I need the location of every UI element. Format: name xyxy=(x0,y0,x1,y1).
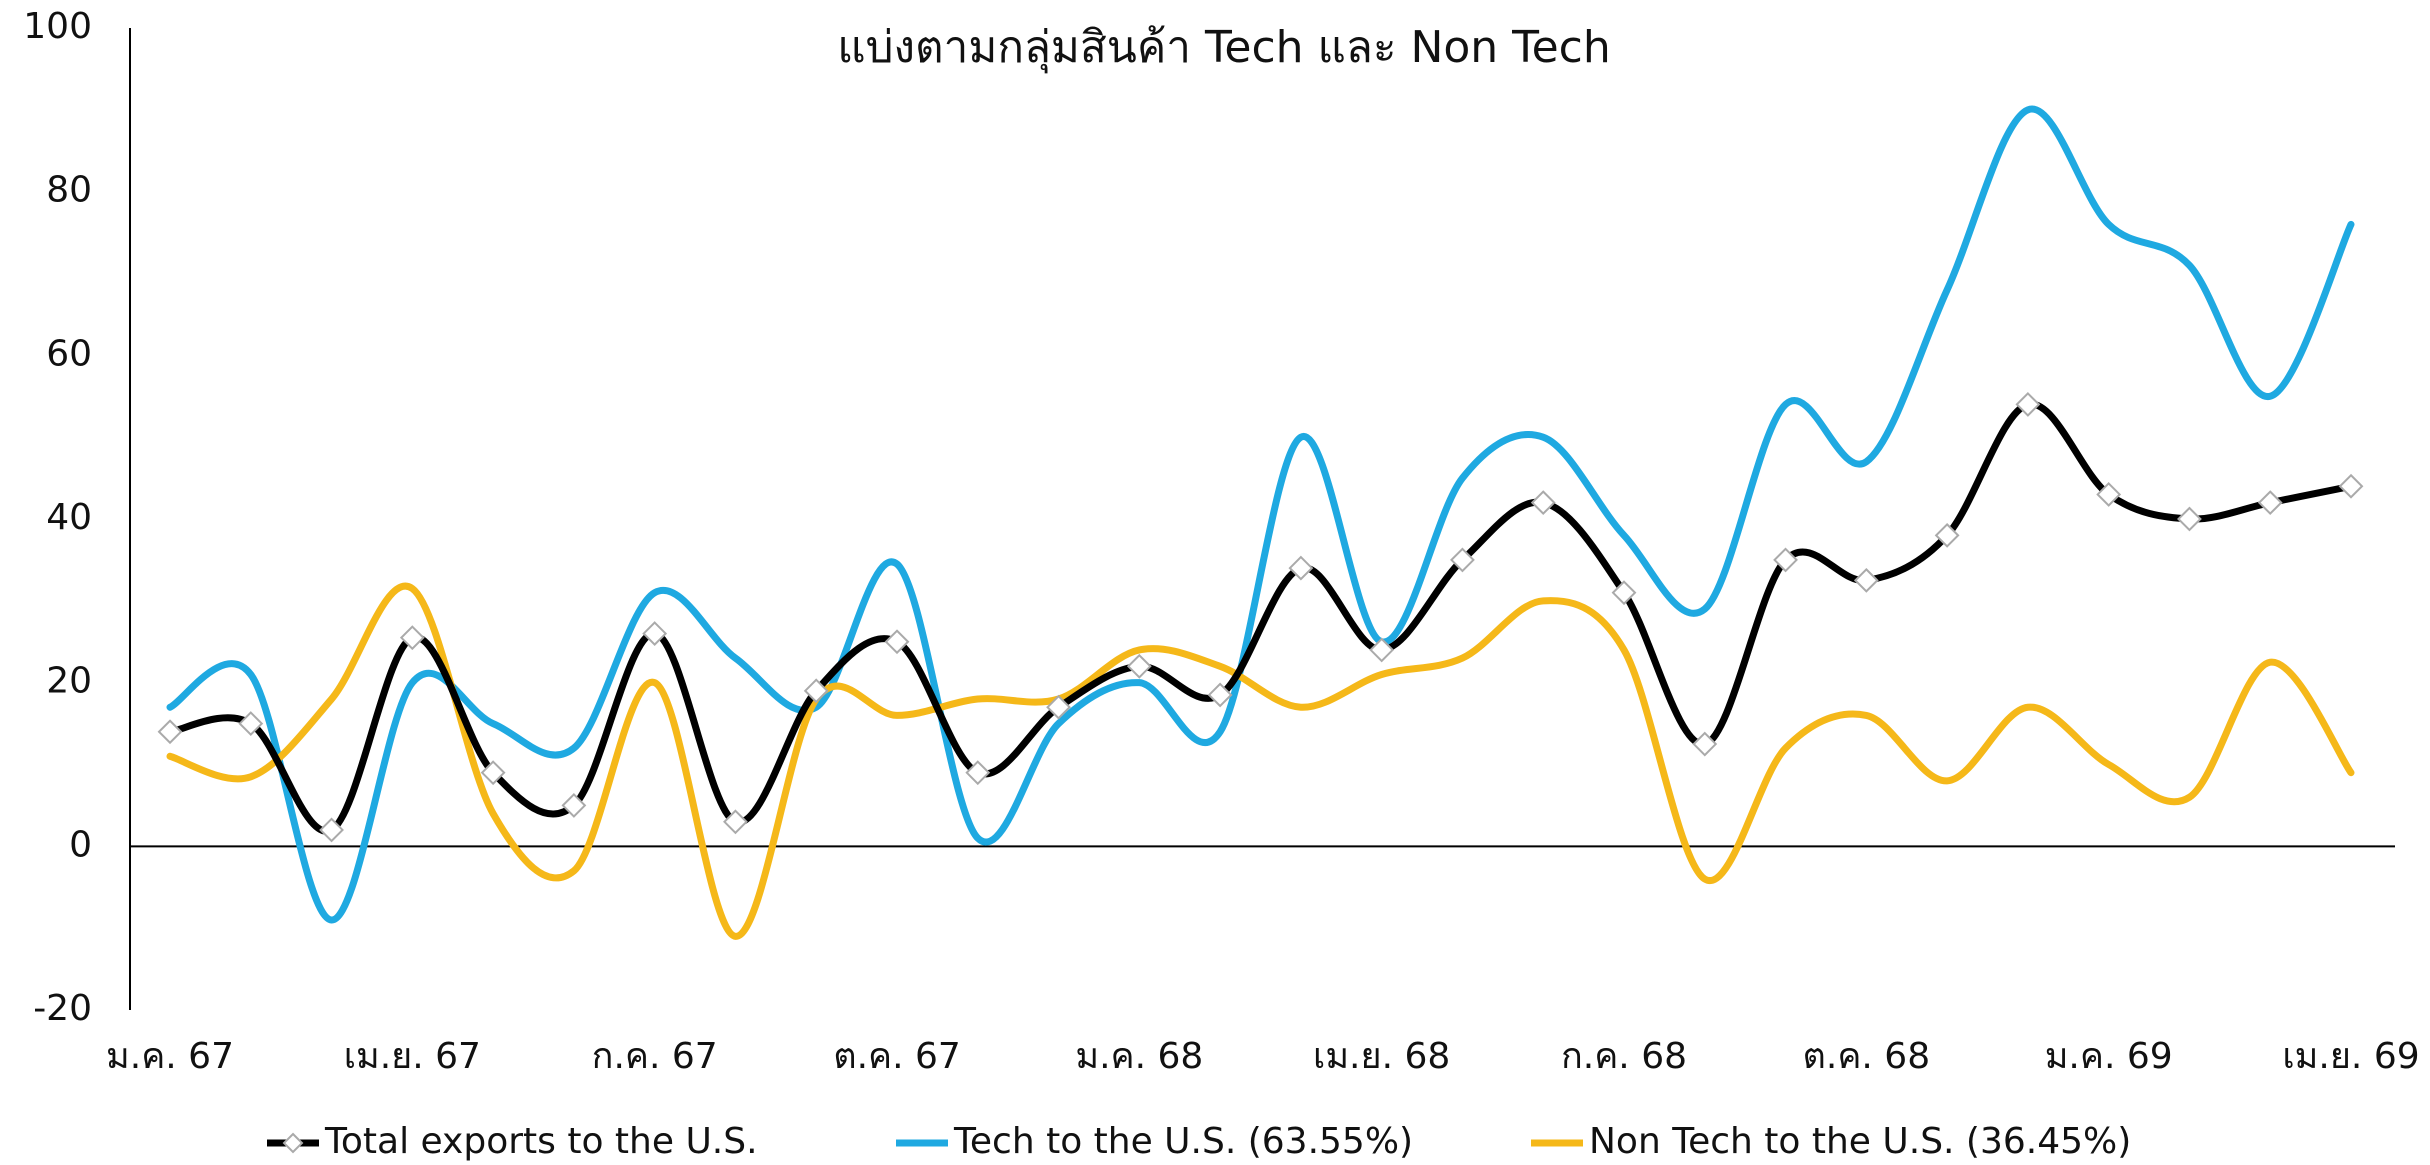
series-line xyxy=(166,105,2355,924)
data-point xyxy=(1853,567,1879,593)
data-point xyxy=(2096,482,2122,507)
x-tick-label: เม.ย. 67 xyxy=(344,1036,481,1077)
data-point xyxy=(1126,653,1152,679)
data-point xyxy=(723,809,748,835)
data-point xyxy=(319,817,344,843)
legend-label: Non Tech to the U.S. (36.45%) xyxy=(1589,1121,2131,1162)
y-tick-label: 100 xyxy=(23,6,92,47)
data-point xyxy=(1530,490,1556,516)
x-tick-label: ต.ค. 67 xyxy=(833,1036,961,1077)
data-point xyxy=(1288,555,1314,581)
x-tick-label: ม.ค. 68 xyxy=(1075,1036,1203,1077)
data-point xyxy=(480,760,506,786)
data-point xyxy=(803,678,829,704)
data-point xyxy=(2015,392,2041,417)
data-point xyxy=(965,760,991,786)
data-point xyxy=(399,625,425,651)
data-point xyxy=(1934,522,1960,548)
legend-label: Tech to the U.S. (63.55%) xyxy=(953,1121,1413,1162)
x-tick-label: ก.ค. 68 xyxy=(1561,1036,1687,1077)
data-point xyxy=(2338,473,2364,499)
x-tick-label: ต.ค. 68 xyxy=(1803,1036,1931,1077)
data-point xyxy=(2177,506,2202,532)
x-tick-label: ม.ค. 69 xyxy=(2045,1036,2173,1077)
y-tick-label: -20 xyxy=(33,988,92,1029)
data-point xyxy=(561,793,587,818)
data-point xyxy=(1773,547,1798,573)
data-point xyxy=(238,711,264,736)
legend-marker xyxy=(282,1132,304,1154)
data-point xyxy=(1369,637,1395,663)
y-tick-label: 0 xyxy=(69,824,92,865)
x-tick-label: เม.ย. 69 xyxy=(2282,1036,2419,1077)
y-tick-label: 40 xyxy=(46,497,92,538)
chart-title: แบ่งตามกลุ่มสินค้า Tech และ Non Tech xyxy=(837,22,1610,74)
data-point xyxy=(1692,731,1718,757)
series-line xyxy=(166,582,2355,940)
legend-label: Total exports to the U.S. xyxy=(324,1121,758,1162)
data-point xyxy=(1046,694,1071,720)
data-point xyxy=(1611,580,1637,606)
data-point xyxy=(1450,547,1475,573)
y-tick-label: 60 xyxy=(46,333,92,374)
x-tick-label: ก.ค. 67 xyxy=(592,1036,718,1077)
x-tick-label: ม.ค. 67 xyxy=(106,1036,234,1077)
data-point xyxy=(2257,490,2283,516)
y-tick-label: 80 xyxy=(46,170,92,211)
data-point xyxy=(642,621,668,646)
y-tick-label: 20 xyxy=(46,661,92,702)
x-tick-label: เม.ย. 68 xyxy=(1313,1036,1450,1077)
data-point xyxy=(157,719,183,745)
data-point xyxy=(1207,682,1233,708)
data-point xyxy=(884,629,910,655)
